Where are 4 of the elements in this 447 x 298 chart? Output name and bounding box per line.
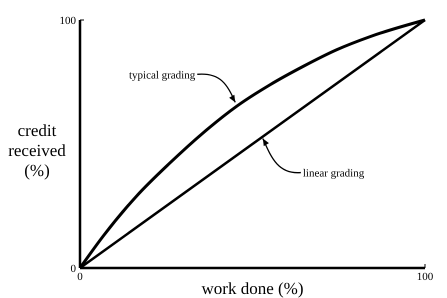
annotation: typical grading — [128, 69, 196, 82]
annotation: linear grading — [302, 168, 365, 180]
x-axis-title: work done (%) — [202, 279, 304, 298]
y-axis-title: credit received (%) — [8, 121, 66, 180]
